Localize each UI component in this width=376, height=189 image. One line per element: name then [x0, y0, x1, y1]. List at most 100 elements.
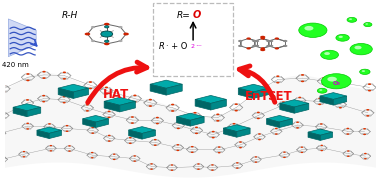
Polygon shape — [5, 73, 376, 178]
Circle shape — [1, 156, 3, 157]
Circle shape — [150, 168, 153, 170]
Circle shape — [266, 40, 271, 42]
Circle shape — [26, 128, 29, 130]
Polygon shape — [238, 88, 253, 98]
Text: EnT: EnT — [245, 90, 270, 103]
Circle shape — [255, 156, 257, 158]
Circle shape — [171, 110, 174, 112]
Circle shape — [327, 77, 337, 82]
Polygon shape — [333, 96, 347, 105]
Circle shape — [1, 161, 3, 163]
Circle shape — [50, 150, 52, 152]
Circle shape — [133, 94, 136, 96]
Circle shape — [269, 45, 273, 47]
Circle shape — [318, 104, 321, 105]
Circle shape — [275, 128, 278, 129]
Circle shape — [305, 26, 314, 31]
Circle shape — [176, 144, 179, 146]
Circle shape — [104, 23, 109, 26]
Circle shape — [42, 101, 45, 102]
Circle shape — [26, 105, 29, 107]
Polygon shape — [308, 132, 320, 140]
Circle shape — [266, 45, 271, 47]
Polygon shape — [37, 127, 61, 133]
Circle shape — [23, 156, 25, 157]
Circle shape — [320, 129, 323, 130]
Circle shape — [171, 164, 173, 166]
Circle shape — [50, 145, 52, 146]
Circle shape — [274, 47, 279, 50]
Circle shape — [133, 101, 136, 103]
Circle shape — [362, 70, 365, 72]
Polygon shape — [104, 97, 135, 105]
Circle shape — [282, 101, 285, 103]
Circle shape — [235, 110, 238, 112]
Polygon shape — [129, 127, 155, 133]
Circle shape — [108, 135, 111, 136]
Circle shape — [276, 82, 279, 84]
Circle shape — [62, 96, 66, 97]
Circle shape — [236, 167, 239, 169]
Circle shape — [261, 37, 265, 40]
Polygon shape — [96, 119, 109, 128]
Circle shape — [131, 122, 134, 124]
Circle shape — [317, 88, 327, 93]
Circle shape — [91, 40, 96, 42]
Circle shape — [177, 128, 180, 129]
Circle shape — [0, 130, 2, 131]
Polygon shape — [253, 88, 268, 98]
Circle shape — [154, 139, 157, 140]
Circle shape — [108, 117, 111, 118]
Circle shape — [150, 163, 153, 165]
Circle shape — [2, 118, 5, 119]
FancyBboxPatch shape — [153, 3, 233, 76]
Text: · + O: · + O — [166, 42, 188, 51]
Circle shape — [255, 161, 257, 163]
Circle shape — [246, 37, 251, 40]
Circle shape — [260, 49, 265, 51]
Circle shape — [283, 157, 286, 158]
Circle shape — [238, 45, 243, 47]
Circle shape — [105, 93, 108, 95]
Polygon shape — [279, 119, 293, 128]
Circle shape — [149, 99, 152, 101]
Circle shape — [123, 33, 129, 36]
Polygon shape — [13, 107, 27, 117]
Circle shape — [255, 40, 259, 42]
Text: HAT: HAT — [103, 88, 129, 101]
Circle shape — [91, 157, 94, 158]
Circle shape — [68, 150, 71, 152]
Circle shape — [298, 97, 301, 98]
Text: R: R — [159, 42, 165, 51]
Circle shape — [48, 129, 51, 130]
Circle shape — [300, 146, 303, 148]
Polygon shape — [166, 84, 182, 95]
Circle shape — [235, 103, 238, 105]
Circle shape — [339, 101, 342, 102]
Circle shape — [193, 118, 197, 120]
Polygon shape — [280, 103, 294, 113]
Polygon shape — [320, 132, 332, 140]
Polygon shape — [176, 117, 190, 126]
Circle shape — [257, 86, 261, 88]
Circle shape — [2, 85, 5, 86]
Text: O: O — [193, 10, 201, 20]
Polygon shape — [83, 119, 96, 128]
Circle shape — [350, 43, 372, 55]
Polygon shape — [27, 107, 41, 117]
Circle shape — [320, 145, 323, 146]
Circle shape — [23, 151, 25, 152]
Circle shape — [322, 84, 326, 85]
Polygon shape — [83, 115, 109, 122]
Polygon shape — [49, 130, 61, 139]
Circle shape — [65, 125, 68, 126]
Circle shape — [63, 78, 66, 80]
Circle shape — [347, 17, 357, 22]
Circle shape — [347, 150, 350, 152]
Text: O₃: O₃ — [332, 81, 340, 86]
Circle shape — [236, 162, 239, 163]
Circle shape — [129, 137, 132, 138]
Circle shape — [91, 26, 96, 28]
Circle shape — [366, 115, 369, 117]
Circle shape — [89, 88, 92, 89]
